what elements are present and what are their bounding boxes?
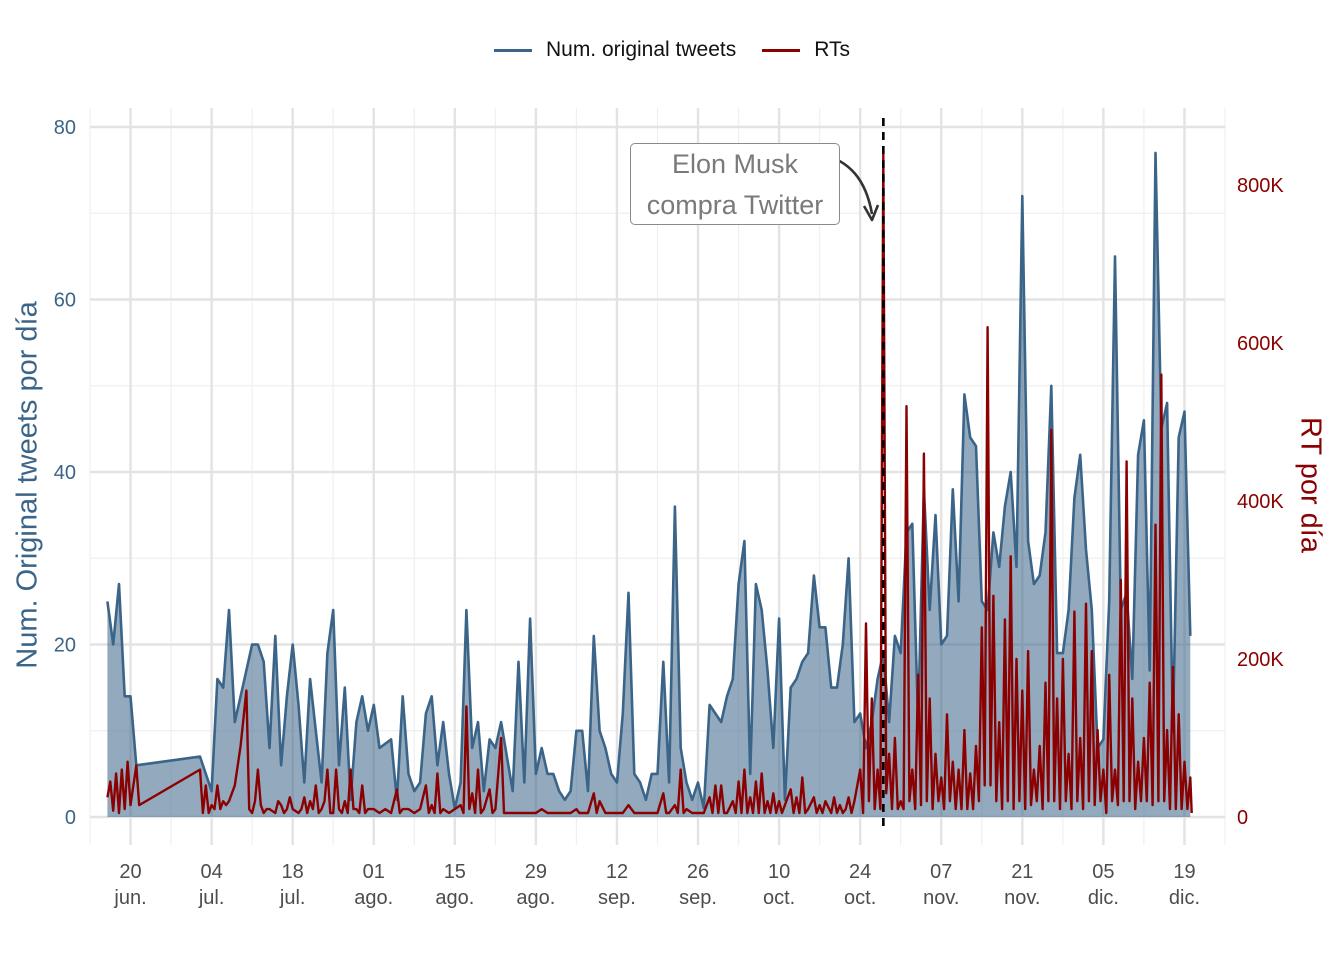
y-axis-title-right: RT por día bbox=[1294, 417, 1327, 553]
annotation-arrow-head bbox=[862, 204, 880, 222]
legend-key-rts bbox=[762, 48, 801, 52]
legend-label-tweets: Num. original tweets bbox=[545, 38, 737, 61]
rts-line bbox=[106, 152, 1193, 815]
y-tick-label-left: 60 bbox=[54, 290, 76, 312]
x-tick-label: 29 ago. bbox=[516, 861, 555, 909]
y-tick-label-left: 20 bbox=[54, 635, 76, 657]
x-tick-label: 05 dic. bbox=[1088, 861, 1119, 909]
y-tick-label-right: 600K bbox=[1237, 333, 1284, 355]
y-axis-title-left: Num. Original tweets por día bbox=[11, 301, 44, 669]
y-tick-label-right: 0 bbox=[1237, 807, 1248, 829]
x-tick-label: 21 nov. bbox=[1004, 861, 1040, 909]
legend-key-tweets bbox=[493, 48, 532, 52]
x-tick-label: 18 jul. bbox=[279, 861, 306, 909]
y-tick-label-right: 200K bbox=[1237, 649, 1284, 671]
annotation-line-1: Elon Musk bbox=[671, 149, 799, 179]
y-tick-label-left: 80 bbox=[54, 117, 76, 139]
y-tick-label-right: 800K bbox=[1237, 175, 1284, 197]
x-tick-label: 15 ago. bbox=[435, 861, 474, 909]
event-annotation-box: Elon Musk compra Twitter bbox=[630, 143, 840, 225]
y-tick-label-right: 400K bbox=[1237, 491, 1284, 513]
legend-item-rts: RTs bbox=[762, 38, 850, 62]
tweets-line bbox=[106, 151, 1192, 810]
x-tick-label: 04 jul. bbox=[198, 861, 225, 909]
x-tick-label: 24 oct. bbox=[844, 861, 876, 909]
legend: Num. original tweets RTs bbox=[0, 38, 1344, 62]
legend-label-rts: RTs bbox=[814, 38, 851, 61]
y-tick-label-left: 0 bbox=[65, 807, 76, 829]
x-tick-label: 12 sep. bbox=[598, 861, 636, 909]
x-tick-label: 01 ago. bbox=[354, 861, 393, 909]
y-tick-label-left: 40 bbox=[54, 462, 76, 484]
tweets-area bbox=[107, 152, 1191, 817]
x-tick-label: 19 dic. bbox=[1169, 861, 1200, 909]
x-tick-label: 20 jun. bbox=[113, 861, 146, 909]
x-tick-label: 26 sep. bbox=[679, 861, 717, 909]
annotation-line-2: compra Twitter bbox=[646, 190, 824, 220]
x-tick-label: 10 oct. bbox=[763, 861, 795, 909]
legend-item-tweets: Num. original tweets bbox=[493, 38, 737, 62]
x-tick-label: 07 nov. bbox=[923, 861, 959, 909]
